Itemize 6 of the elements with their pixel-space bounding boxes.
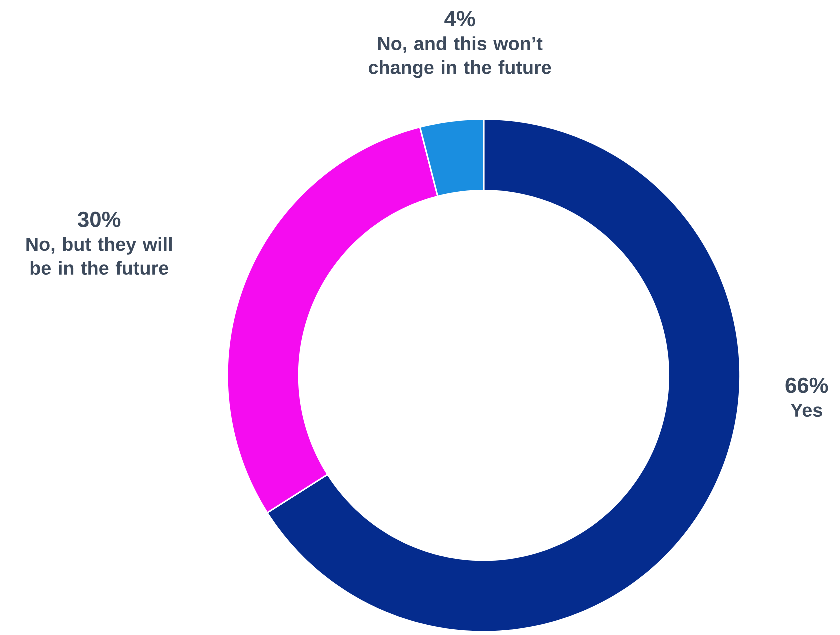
data-label: 66% [786,378,828,394]
data-label: 30% [78,212,121,228]
slice-label: No, and this won’t change in the future [369,36,552,78]
slice-label: Yes [790,404,822,418]
data-label: 4% [444,11,476,27]
slice-label: No, but they will be in the future [26,237,172,276]
